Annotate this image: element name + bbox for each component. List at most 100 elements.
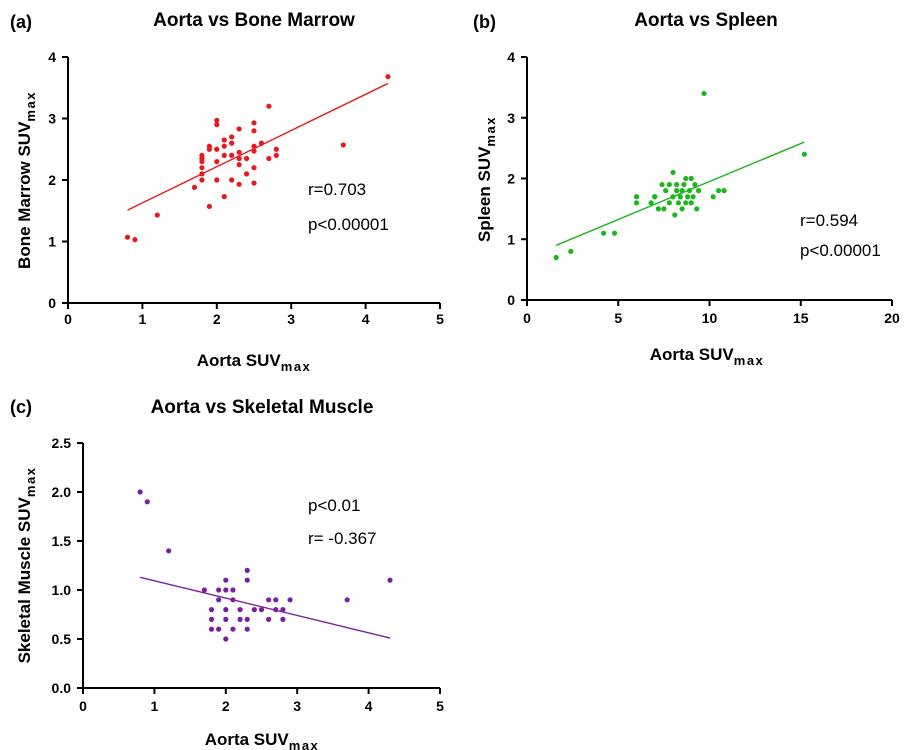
data-point bbox=[251, 607, 257, 613]
data-point bbox=[251, 120, 257, 126]
panel-label: (c) bbox=[10, 397, 32, 417]
data-point bbox=[655, 206, 662, 212]
y-axis-title-subscript: max bbox=[483, 116, 498, 147]
x-tick-label: 3 bbox=[293, 698, 301, 714]
data-point bbox=[710, 194, 716, 200]
data-point bbox=[229, 177, 235, 183]
data-point bbox=[221, 137, 227, 143]
y-tick-label: 3 bbox=[507, 110, 515, 126]
chart-title: Aorta vs Bone Marrow bbox=[153, 10, 355, 31]
data-point bbox=[199, 171, 205, 177]
x-axis-title: Aorta SUVmax bbox=[205, 730, 320, 750]
data-point bbox=[695, 188, 702, 194]
y-tick-label: 0.5 bbox=[52, 631, 72, 647]
data-point bbox=[273, 152, 279, 158]
regression-line bbox=[555, 141, 805, 246]
y-axis-title-subscript: max bbox=[23, 91, 38, 122]
data-point bbox=[553, 254, 559, 261]
data-point bbox=[214, 158, 220, 165]
x-axis-title-main: Aorta SUV bbox=[205, 730, 290, 749]
x-tick-label: 2 bbox=[213, 311, 221, 327]
data-point bbox=[258, 140, 265, 146]
data-point bbox=[666, 181, 672, 188]
y-tick-label: 2 bbox=[48, 172, 56, 188]
data-point bbox=[692, 181, 698, 188]
data-point bbox=[633, 194, 640, 200]
data-point bbox=[199, 165, 205, 171]
data-point bbox=[244, 626, 250, 632]
data-point bbox=[229, 140, 235, 146]
y-axis-title: Bone Marrow SUVmax bbox=[15, 91, 38, 269]
data-point bbox=[716, 188, 722, 194]
data-point bbox=[385, 74, 391, 80]
data-point bbox=[214, 122, 220, 128]
data-point bbox=[266, 155, 272, 162]
y-tick-label: 0 bbox=[48, 295, 56, 311]
data-point bbox=[166, 548, 172, 554]
data-point bbox=[251, 143, 257, 149]
x-tick-label: 1 bbox=[151, 698, 159, 714]
data-point bbox=[144, 499, 150, 505]
data-point bbox=[266, 103, 272, 109]
data-point bbox=[601, 230, 607, 236]
data-point bbox=[244, 567, 250, 574]
data-point bbox=[223, 587, 229, 593]
stat-annotation: r= -0.367 bbox=[308, 529, 377, 548]
data-point bbox=[273, 146, 279, 152]
data-point bbox=[681, 181, 687, 188]
data-point bbox=[340, 142, 346, 148]
data-point bbox=[666, 200, 672, 206]
data-point bbox=[237, 607, 243, 613]
data-point bbox=[236, 126, 242, 132]
data-point bbox=[206, 203, 212, 210]
data-point bbox=[244, 616, 250, 623]
data-point bbox=[674, 181, 680, 188]
data-point bbox=[229, 152, 235, 158]
data-point bbox=[251, 128, 257, 134]
y-tick-label: 1.5 bbox=[52, 533, 72, 549]
x-tick-label: 0 bbox=[79, 698, 87, 714]
data-point bbox=[661, 206, 667, 212]
x-axis-title-subscript: max bbox=[281, 359, 312, 374]
x-tick-label: 5 bbox=[436, 311, 444, 327]
x-tick-label: 0 bbox=[523, 310, 531, 326]
stat-annotation: p<0.01 bbox=[308, 496, 360, 515]
data-point bbox=[216, 597, 222, 603]
data-point bbox=[670, 194, 676, 200]
y-tick-label: 0 bbox=[507, 292, 515, 308]
data-point bbox=[214, 146, 220, 152]
data-point bbox=[344, 597, 350, 603]
stat-annotation: p<0.00001 bbox=[308, 215, 389, 234]
data-point bbox=[801, 151, 808, 157]
y-tick-label: 3 bbox=[48, 111, 56, 127]
y-tick-label: 4 bbox=[48, 49, 56, 65]
stat-annotation: r=0.703 bbox=[308, 180, 366, 199]
data-point bbox=[137, 489, 143, 495]
data-point bbox=[690, 194, 696, 200]
data-point bbox=[251, 180, 257, 186]
data-point bbox=[287, 597, 293, 603]
data-point bbox=[214, 117, 220, 123]
data-point bbox=[243, 171, 250, 177]
panel-c: (c) Aorta vs Skeletal Muscle 0 1 2 3 4 5 0.0 0.5 1… bbox=[10, 397, 444, 750]
data-point bbox=[688, 175, 694, 182]
data-point bbox=[280, 616, 286, 623]
data-point bbox=[236, 162, 242, 168]
y-tick-label: 2.0 bbox=[52, 484, 72, 500]
data-point bbox=[216, 587, 222, 593]
stat-annotation: r=0.594 bbox=[800, 211, 858, 230]
data-point bbox=[251, 165, 257, 171]
data-point bbox=[229, 134, 235, 140]
data-point bbox=[223, 577, 229, 583]
y-tick-label: 2 bbox=[507, 171, 515, 187]
y-axis-title: Skeletal Muscle SUVmax bbox=[15, 467, 38, 664]
y-tick-label: 2.5 bbox=[52, 435, 72, 451]
data-point bbox=[688, 200, 694, 206]
data-point bbox=[659, 181, 665, 188]
data-point bbox=[677, 194, 683, 200]
data-point bbox=[280, 607, 286, 613]
y-tick-label: 1 bbox=[507, 231, 515, 247]
data-point bbox=[236, 155, 242, 162]
panel-a: (a) Aorta vs Bone Marrow 0 1 2 3 4 5 0 1 2 3 4 Aorta … bbox=[10, 10, 444, 374]
